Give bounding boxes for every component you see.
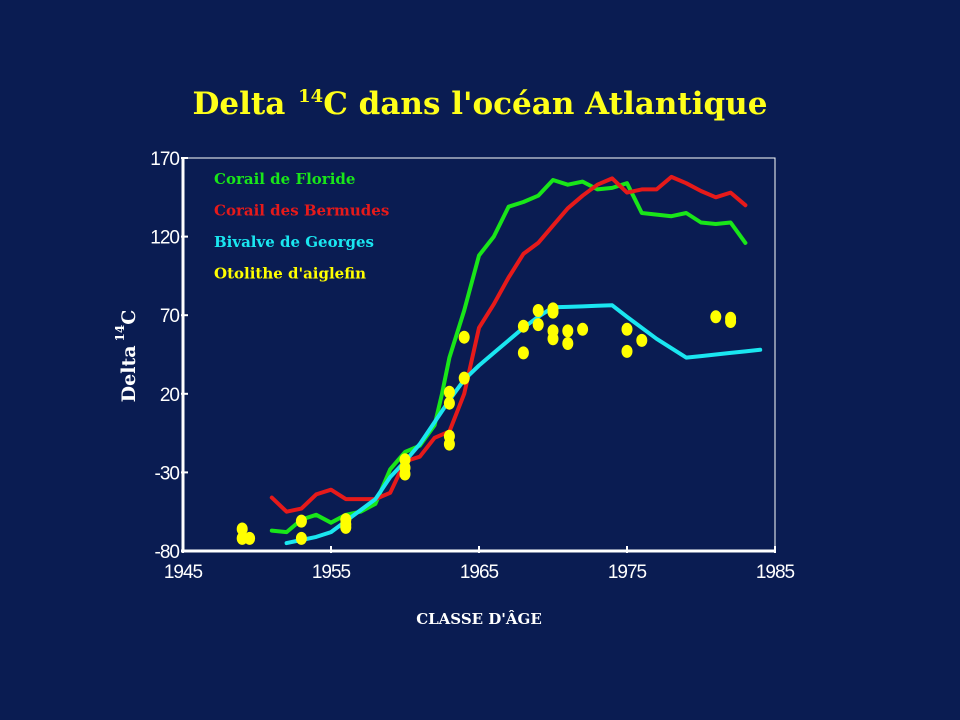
svg-text:Delta14C: Delta 14C [113, 310, 140, 403]
data-point-otolithe-d-aiglefin [577, 322, 589, 336]
y-axis-label-tail: C [118, 310, 140, 325]
legend: Corail de Floride Corail des Bermudes Biva… [214, 170, 389, 283]
data-point-otolithe-d-aiglefin [636, 333, 648, 347]
data-point-otolithe-d-aiglefin [562, 324, 574, 338]
legend-entry: Corail de Floride [214, 170, 355, 188]
y-tick-label: -30 [155, 463, 180, 484]
data-point-otolithe-d-aiglefin [399, 467, 411, 481]
data-point-otolithe-d-aiglefin [517, 346, 529, 360]
slide-title: Delta 14C dans l'océan Atlantique [0, 86, 960, 122]
data-point-otolithe-d-aiglefin [547, 332, 559, 346]
series-line-corail-des-bermudes [269, 174, 748, 514]
data-point-otolithe-d-aiglefin [295, 531, 307, 545]
data-point-otolithe-d-aiglefin [443, 385, 455, 399]
data-point-otolithe-d-aiglefin [458, 330, 470, 344]
data-point-otolithe-d-aiglefin [621, 344, 633, 358]
x-tick-label: 1975 [608, 562, 647, 583]
data-point-otolithe-d-aiglefin [532, 304, 544, 317]
data-point-otolithe-d-aiglefin [621, 322, 633, 336]
data-point-otolithe-d-aiglefin [443, 437, 455, 451]
data-point-otolithe-d-aiglefin [547, 305, 559, 319]
y-axis-label: Delta 14C [113, 310, 140, 403]
data-point-otolithe-d-aiglefin [710, 310, 722, 324]
y-tick-label: 20 [160, 385, 180, 406]
data-point-otolithe-d-aiglefin [517, 319, 529, 333]
axis-ticks: 1945 1955 1965 1975 1985 170 120 70 20 -30 -80 [150, 149, 795, 583]
y-tick-label: 120 [150, 228, 179, 249]
data-point-otolithe-d-aiglefin [443, 396, 455, 410]
data-point-otolithe-d-aiglefin [236, 522, 248, 536]
series-layer [236, 174, 763, 546]
data-point-otolithe-d-aiglefin [244, 531, 256, 545]
data-point-otolithe-d-aiglefin [458, 371, 470, 385]
series-line-bivalve-de-georges [284, 303, 763, 546]
x-tick-label: 1985 [756, 562, 795, 583]
legend-entry: Bivalve de Georges [214, 233, 374, 251]
slide-title-superscript: 14 [298, 86, 324, 107]
y-tick-label: -80 [155, 542, 180, 563]
y-tick-label: 170 [150, 149, 179, 170]
data-point-otolithe-d-aiglefin [562, 337, 574, 350]
slide-title-part1: Delta [192, 86, 297, 122]
x-tick-label: 1965 [460, 562, 499, 583]
data-point-otolithe-d-aiglefin [725, 315, 737, 328]
data-point-otolithe-d-aiglefin [295, 514, 307, 528]
y-tick-label: 70 [160, 306, 180, 327]
y-axis-label-main: Delta [118, 345, 140, 402]
y-axis-label-sup: 14 [113, 325, 127, 342]
x-axis-label: CLASSE D'ÂGE [416, 610, 542, 628]
data-point-otolithe-d-aiglefin [532, 318, 544, 332]
x-tick-label: 1955 [312, 562, 351, 583]
legend-entry: Corail des Bermudes [214, 202, 389, 220]
x-tick-label: 1945 [164, 562, 203, 583]
data-point-otolithe-d-aiglefin [340, 520, 352, 534]
legend-entry: Otolithe d'aiglefin [214, 265, 366, 283]
slide-title-part2: C dans l'océan Atlantique [323, 86, 768, 122]
